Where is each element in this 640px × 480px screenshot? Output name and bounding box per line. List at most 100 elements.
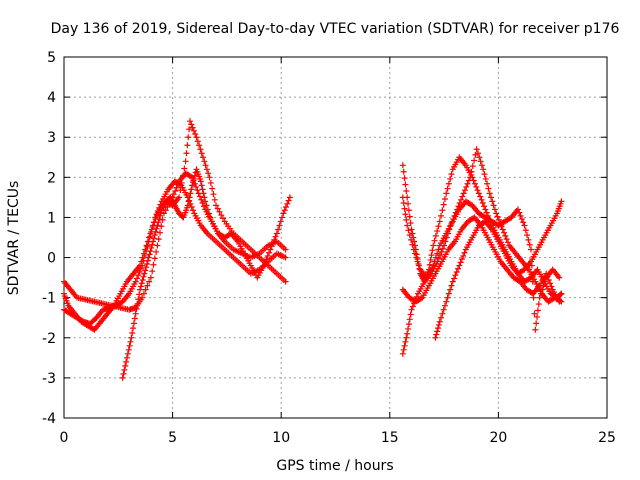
data-point xyxy=(172,187,179,194)
data-point xyxy=(188,186,195,193)
data-point xyxy=(201,158,208,165)
data-point xyxy=(137,283,144,290)
data-point xyxy=(282,204,289,211)
data-point xyxy=(147,274,154,281)
data-point xyxy=(436,218,443,225)
data-point xyxy=(444,185,451,192)
data-point xyxy=(460,252,467,259)
data-point xyxy=(461,187,468,194)
data-point xyxy=(135,272,142,279)
data-point xyxy=(415,262,422,269)
data-point xyxy=(203,202,210,209)
data-point xyxy=(545,277,552,284)
data-point xyxy=(190,207,197,214)
data-point xyxy=(266,249,273,256)
data-point xyxy=(490,202,497,209)
data-point xyxy=(213,202,220,209)
data-point xyxy=(541,278,548,285)
series-track-8 xyxy=(399,194,563,333)
data-point xyxy=(190,179,197,186)
data-point xyxy=(544,273,551,280)
data-point xyxy=(532,326,539,333)
data-point xyxy=(176,194,183,201)
data-point xyxy=(135,296,142,303)
data-point xyxy=(481,219,488,226)
data-point xyxy=(482,206,489,213)
data-point xyxy=(133,275,140,282)
data-point xyxy=(473,183,480,190)
data-point xyxy=(156,216,163,223)
data-point xyxy=(399,162,406,169)
data-point xyxy=(190,127,197,134)
data-point xyxy=(209,185,216,192)
data-point xyxy=(435,223,442,230)
data-point xyxy=(277,218,284,225)
data-point xyxy=(186,118,193,125)
data-point xyxy=(449,278,456,285)
data-point xyxy=(218,212,225,219)
data-point xyxy=(136,291,143,298)
data-point xyxy=(216,208,223,215)
data-point xyxy=(140,257,147,264)
data-point xyxy=(197,146,204,153)
data-point xyxy=(139,262,146,269)
data-point xyxy=(126,342,133,349)
data-point xyxy=(399,350,406,357)
data-point xyxy=(539,286,546,293)
data-point xyxy=(494,213,501,220)
data-point xyxy=(143,260,150,267)
data-point xyxy=(196,193,203,200)
data-point xyxy=(405,200,412,207)
data-point xyxy=(205,170,212,177)
data-point xyxy=(432,254,439,261)
data-point xyxy=(499,226,506,233)
data-point xyxy=(282,254,289,261)
data-point xyxy=(400,346,407,353)
data-point xyxy=(438,212,445,219)
data-point xyxy=(460,190,467,197)
data-point xyxy=(210,191,217,198)
data-point xyxy=(267,246,274,253)
data-point xyxy=(427,256,434,263)
data-point xyxy=(122,362,129,369)
data-point xyxy=(143,264,150,271)
data-point xyxy=(535,301,542,308)
data-point xyxy=(154,242,161,249)
data-point xyxy=(406,232,413,239)
data-point xyxy=(160,210,167,217)
data-point xyxy=(198,196,205,203)
data-point xyxy=(190,175,197,182)
data-point xyxy=(451,275,458,282)
data-point xyxy=(439,245,446,252)
data-point xyxy=(528,262,535,269)
y-tick-label: -2 xyxy=(42,331,56,347)
data-point xyxy=(408,226,415,233)
data-point xyxy=(226,231,233,238)
data-point xyxy=(558,198,565,205)
data-point xyxy=(139,277,146,284)
data-point xyxy=(264,252,271,259)
data-point xyxy=(269,240,276,247)
data-point xyxy=(441,195,448,202)
y-tick-label: 2 xyxy=(47,170,56,186)
y-tick-label: -4 xyxy=(42,411,56,427)
data-point xyxy=(522,227,529,234)
data-point xyxy=(273,230,280,237)
data-point xyxy=(504,239,511,246)
data-point xyxy=(502,232,509,239)
data-point xyxy=(192,131,199,138)
data-point xyxy=(158,223,165,230)
data-point xyxy=(200,190,207,197)
data-point xyxy=(432,334,439,341)
data-point xyxy=(201,194,208,201)
data-point xyxy=(141,252,148,259)
data-point xyxy=(445,290,452,297)
data-point xyxy=(286,194,293,201)
data-point xyxy=(526,241,533,248)
data-point xyxy=(429,247,436,254)
data-point xyxy=(134,301,141,308)
axis-ticks xyxy=(63,56,608,419)
data-point xyxy=(470,215,477,222)
data-point xyxy=(405,227,412,234)
data-point xyxy=(188,204,195,211)
